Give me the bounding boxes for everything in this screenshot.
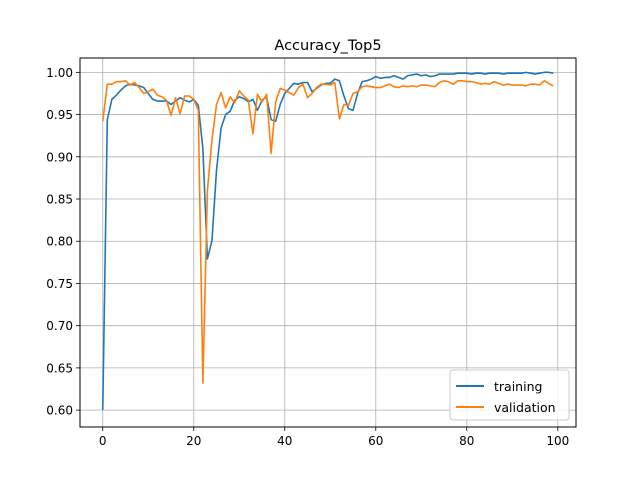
chart-title: Accuracy_Top5 — [274, 38, 381, 54]
y-tick-label: 1.00 — [46, 66, 73, 80]
plot-frame — [79, 57, 577, 428]
x-tick-label: 0 — [99, 434, 107, 448]
y-tick-label: 0.75 — [46, 277, 73, 291]
x-tick-label: 40 — [277, 434, 292, 448]
x-tick-label: 100 — [546, 434, 569, 448]
x-tick-label: 80 — [459, 434, 474, 448]
y-tick-label: 0.80 — [46, 235, 73, 249]
x-tick-label: 20 — [186, 434, 201, 448]
series-line-training — [101, 71, 554, 411]
y-tick-label: 0.65 — [46, 361, 73, 375]
y-tick-label: 0.90 — [46, 150, 73, 164]
y-tick-label: 0.60 — [46, 404, 73, 418]
y-tick-label: 0.70 — [46, 319, 73, 333]
legend-label-training: training — [494, 379, 542, 394]
x-tick-label: 60 — [368, 434, 383, 448]
legend-label-validation: validation — [494, 400, 556, 415]
legend: training validation — [449, 369, 570, 421]
y-tick-label: 0.85 — [46, 193, 73, 207]
series-layer — [101, 71, 554, 411]
tick-layer: 0 20 40 60 80 100 0.60 0.65 0.70 0.75 0.80 0.85 0.90… — [46, 66, 569, 448]
grid-layer — [80, 58, 576, 427]
y-tick-label: 0.95 — [46, 108, 73, 122]
series-line-validation — [101, 80, 554, 384]
